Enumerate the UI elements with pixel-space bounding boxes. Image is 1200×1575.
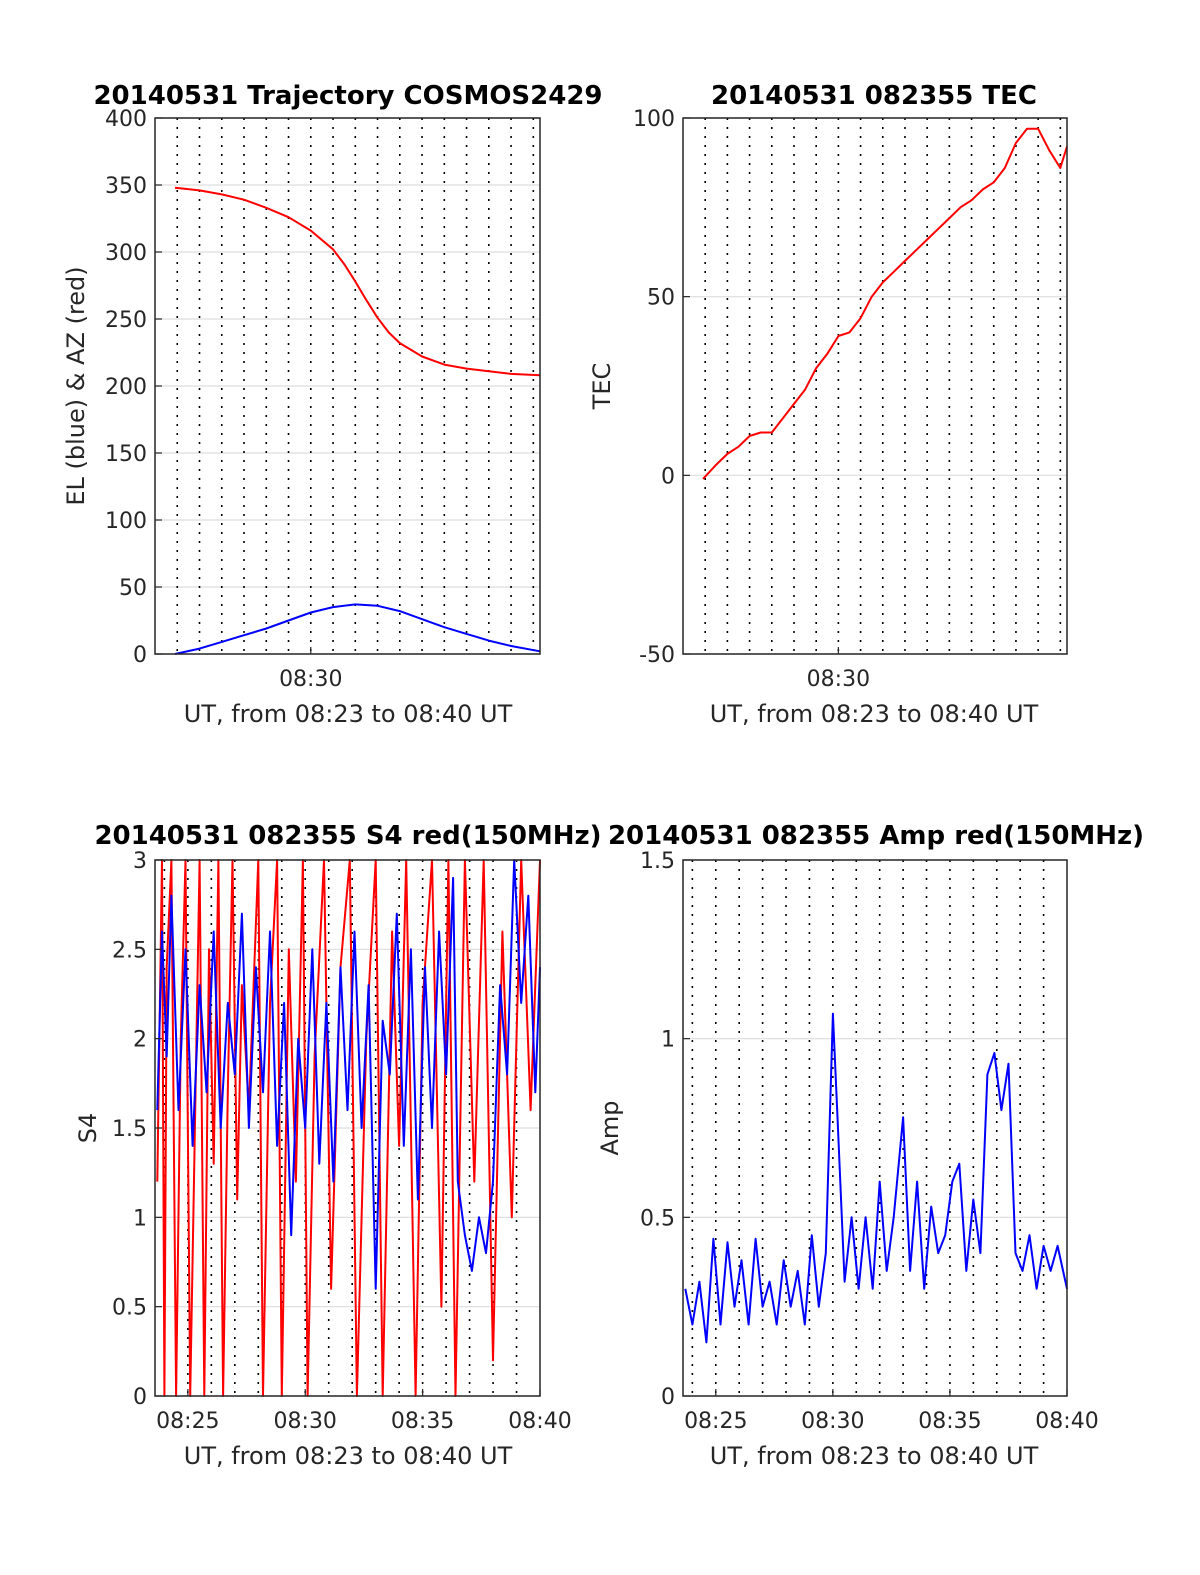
x-tick-label: 08:30 (807, 667, 870, 692)
trajectory-series (174, 186, 541, 655)
y-tick-label: 0 (661, 1385, 675, 1410)
series-line-tec (702, 127, 1068, 480)
y-tick-label: 0.5 (640, 1206, 675, 1231)
x-tick-label: 08:30 (801, 1409, 864, 1434)
y-tick-label: 0 (133, 1385, 147, 1410)
tec-series (702, 127, 1068, 480)
y-tick-label: 2.5 (112, 938, 147, 963)
y-tick-label: 1 (661, 1028, 675, 1053)
series-line-az (174, 186, 541, 377)
amp-ylabel: Amp (596, 1100, 624, 1155)
y-tick-label: 1.5 (640, 849, 675, 874)
y-tick-label: -50 (639, 643, 675, 668)
tec-ylabel: TEC (588, 363, 616, 411)
x-tick-label: 08:40 (1035, 1409, 1098, 1434)
series-line-amp (684, 1012, 1068, 1344)
amp-panel: 20140531 082355 Amp red(150MHz) 0 0.5 1 1.5… (596, 821, 1144, 1470)
amp-series (684, 1012, 1068, 1344)
tec-axes-box (682, 117, 1068, 655)
amp-xlabel: UT, from 08:23 to 08:40 UT (710, 1442, 1039, 1470)
x-tick-label: 08:30 (274, 1409, 337, 1434)
x-tick-label: 08:25 (156, 1409, 219, 1434)
s4-xlabel: UT, from 08:23 to 08:40 UT (184, 1442, 513, 1470)
tec-panel: 20140531 082355 TEC -50 0 50 100 08:30 UT, f… (588, 81, 1068, 728)
amp-ticks: 0 0.5 1 1.5 08:25 08:30 08:35 08:40 (640, 849, 1099, 1434)
x-tick-label: 08:25 (684, 1409, 747, 1434)
x-tick-label: 08:35 (918, 1409, 981, 1434)
s4-ticks: 0 0.5 1 1.5 2 2.5 3 08:25 08:30 08:35 08:40 (112, 849, 572, 1434)
y-tick-label: 0 (661, 464, 675, 489)
y-tick-label: 300 (105, 241, 147, 266)
tec-ticks: -50 0 50 100 08:30 (633, 107, 870, 692)
trajectory-xlabel: UT, from 08:23 to 08:40 UT (184, 700, 513, 728)
y-tick-label: 100 (105, 509, 147, 534)
trajectory-panel: 20140531 Trajectory COSMOS2429 0 50 100 150… (62, 81, 603, 728)
y-tick-label: 50 (647, 286, 675, 311)
y-tick-label: 0.5 (112, 1296, 147, 1321)
trajectory-ticks: 0 50 100 150 200 250 300 350 400 08:30 (105, 107, 342, 692)
x-tick-label: 08:30 (279, 667, 342, 692)
y-tick-label: 150 (105, 442, 147, 467)
series-line-s4-blue (156, 859, 541, 1290)
y-tick-label: 3 (133, 849, 147, 874)
y-tick-label: 200 (105, 375, 147, 400)
amp-axes-box (682, 859, 1068, 1397)
trajectory-ylabel: EL (blue) & AZ (red) (62, 266, 90, 505)
s4-title: 20140531 082355 S4 red(150MHz) (94, 821, 601, 851)
amp-grid (683, 859, 1067, 1397)
y-tick-label: 1 (133, 1206, 147, 1231)
y-tick-label: 250 (105, 308, 147, 333)
y-tick-label: 350 (105, 174, 147, 199)
y-tick-label: 400 (105, 107, 147, 132)
y-tick-label: 0 (133, 643, 147, 668)
tec-xlabel: UT, from 08:23 to 08:40 UT (710, 700, 1039, 728)
trajectory-title: 20140531 Trajectory COSMOS2429 (93, 81, 602, 111)
tec-grid (683, 117, 1067, 655)
series-line-el (174, 603, 541, 655)
tec-title: 20140531 082355 TEC (711, 81, 1037, 111)
s4-ylabel: S4 (74, 1113, 102, 1144)
y-tick-label: 1.5 (112, 1117, 147, 1142)
y-tick-label: 2 (133, 1028, 147, 1053)
x-tick-label: 08:35 (391, 1409, 454, 1434)
s4-panel: 20140531 082355 S4 red(150MHz) 0 0.5 1 1.5 2… (74, 821, 602, 1470)
trajectory-grid (155, 117, 540, 655)
amp-title: 20140531 082355 Amp red(150MHz) (608, 821, 1144, 851)
x-tick-label: 08:40 (508, 1409, 571, 1434)
y-tick-label: 100 (633, 107, 675, 132)
y-tick-label: 50 (119, 576, 147, 601)
